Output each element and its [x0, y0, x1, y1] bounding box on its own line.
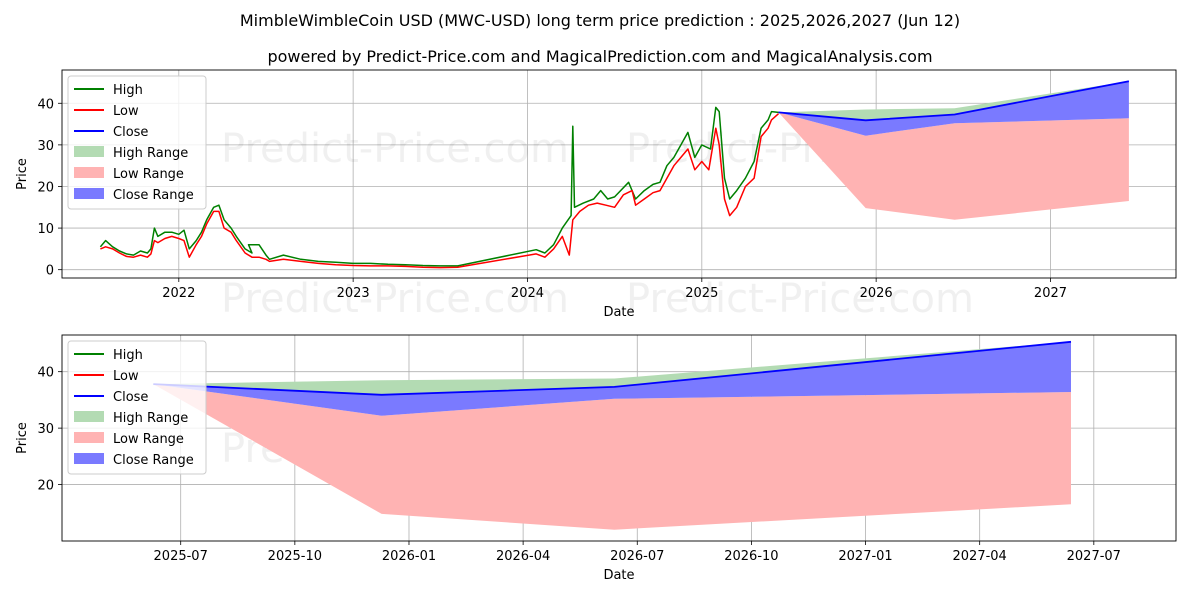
y-tick-label: 40 [37, 366, 54, 381]
high-range-band [778, 81, 1129, 121]
legend-patch-swatch [74, 411, 104, 422]
x-tick-label: 2027-07 [1067, 549, 1121, 564]
legend-patch-swatch [74, 453, 104, 464]
low-series-line [100, 113, 779, 269]
y-tick-label: 10 [37, 222, 54, 237]
watermark-text: Predict-Price.com [221, 276, 569, 322]
legend-label: Low Range [113, 167, 184, 182]
legend-patch-swatch [74, 188, 104, 199]
close-range-band [153, 341, 1072, 416]
x-tick-label: 2023 [337, 286, 370, 301]
x-tick-label: 2024 [511, 286, 544, 301]
legend-label: Low Range [113, 432, 184, 447]
y-axis-label: Price [15, 158, 30, 190]
x-axis-label: Date [603, 568, 634, 583]
y-tick-label: 20 [37, 180, 54, 195]
close-series-line [153, 340, 1072, 396]
chart-subtitle: powered by Predict-Price.com and Magical… [267, 47, 932, 66]
legend-patch-swatch [74, 432, 104, 443]
legend-label: Close Range [113, 453, 194, 468]
overview-panel: Predict-Price.com Predict-Price.com Predic… [15, 69, 1177, 322]
legend-label: Low [113, 369, 139, 384]
y-tick-label: 30 [37, 422, 54, 437]
legend-label: Close Range [113, 188, 194, 203]
legend-patch-swatch [74, 146, 104, 157]
low-range-band [153, 384, 1072, 530]
close-series-line [778, 80, 1130, 122]
legend-label: Close [113, 125, 148, 140]
plot-frame [61, 69, 1177, 279]
x-tick-label: 2027-01 [838, 549, 892, 564]
legend: High Low Close High Range Low Range Close Ran… [67, 75, 207, 210]
x-tick-label: 2026-10 [724, 549, 778, 564]
x-tick-label: 2025-10 [268, 549, 322, 564]
zoom-panel: Predict-Price.comPredict-Price.com2025-0… [15, 334, 1177, 583]
x-tick-label: 2022 [162, 286, 195, 301]
x-tick-label: 2026-01 [382, 549, 436, 564]
x-axis-label: Date [603, 305, 634, 320]
watermark-text: Predict-Price.com [221, 126, 569, 172]
x-tick-label: 2027 [1034, 286, 1067, 301]
x-tick-label: 2027-04 [953, 549, 1007, 564]
x-tick-label: 2026-07 [610, 549, 664, 564]
chart-title: MimbleWimbleCoin USD (MWC-USD) long term… [240, 11, 960, 30]
y-tick-label: 0 [46, 264, 54, 279]
y-axis-label: Price [15, 422, 30, 454]
x-tick-label: 2026-04 [496, 549, 550, 564]
plot-area [153, 340, 1072, 530]
legend-label: High Range [113, 411, 188, 426]
close-range-band [778, 81, 1129, 136]
low-range-band [778, 112, 1129, 220]
x-tick-label: 2025 [685, 286, 718, 301]
x-tick-label: 2025-07 [154, 549, 208, 564]
x-tick-label: 2026 [860, 286, 893, 301]
y-tick-label: 30 [37, 139, 54, 154]
legend-label: High [113, 348, 143, 363]
legend-label: High Range [113, 146, 188, 161]
high-series-line [99, 106, 779, 267]
legend-patch-swatch [74, 167, 104, 178]
watermark-text: Predict-Price.com [626, 276, 974, 322]
legend-label: Close [113, 390, 148, 405]
plot-frame [61, 334, 1177, 542]
high-range-band [153, 341, 1072, 395]
legend-label: Low [113, 104, 139, 119]
legend-label: High [113, 83, 143, 98]
plot-area [99, 80, 1130, 269]
y-tick-label: 20 [37, 479, 54, 494]
legend: High Low Close High Range Low Range Close Ran… [67, 340, 207, 475]
y-tick-label: 40 [37, 97, 54, 112]
